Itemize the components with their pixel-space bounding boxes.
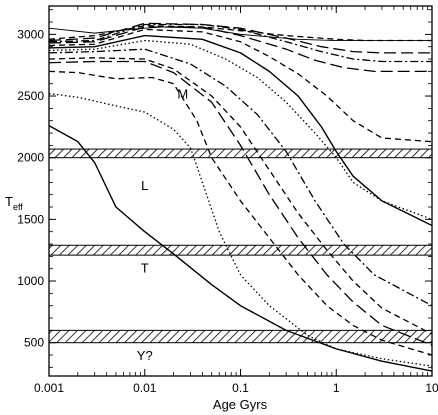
series-line [49, 70, 432, 356]
y-tick-label: 2000 [17, 151, 44, 165]
region-label: L [141, 178, 148, 193]
y-tick-label: 2500 [17, 89, 44, 103]
series-line [49, 28, 432, 143]
x-axis-title: Age Gyrs [213, 397, 268, 412]
x-tick-label: 1 [333, 381, 340, 395]
hatched-bands [48, 148, 433, 344]
hatched-band [48, 244, 433, 256]
series-line [49, 25, 432, 42]
series-line [49, 48, 432, 307]
series-line [49, 57, 432, 335]
series-line [49, 39, 432, 220]
y-tick-label: 500 [24, 336, 44, 350]
series-lines [49, 22, 432, 372]
y-tick-label: 3000 [17, 27, 44, 41]
series-line [49, 26, 432, 41]
hatched-band [48, 148, 433, 159]
series-line [49, 26, 432, 73]
series-line [49, 34, 432, 227]
x-tick-label: 0.001 [34, 381, 64, 395]
region-label: M [177, 87, 188, 102]
x-tick-label: 0.01 [133, 381, 157, 395]
axis-ticks: 0.001 0.01 0.1 1 10 500 1000 1500 2000 2500 3000 [17, 6, 438, 395]
series-line [49, 125, 432, 372]
y-axis-title: Teff [5, 194, 23, 212]
y-tick-label: 1500 [17, 212, 44, 226]
series-line [49, 23, 432, 63]
y-tick-label: 1000 [17, 274, 44, 288]
x-tick-label: 0.1 [232, 381, 249, 395]
series-line [49, 22, 432, 54]
region-label: Y? [137, 348, 153, 363]
region-label: T [141, 260, 149, 275]
series-line [49, 92, 432, 367]
x-tick-label: 10 [425, 381, 438, 395]
series-line [49, 60, 432, 346]
y-axis-title-subscript: eff [13, 202, 23, 212]
region-labels: M L T Y? [137, 87, 188, 363]
